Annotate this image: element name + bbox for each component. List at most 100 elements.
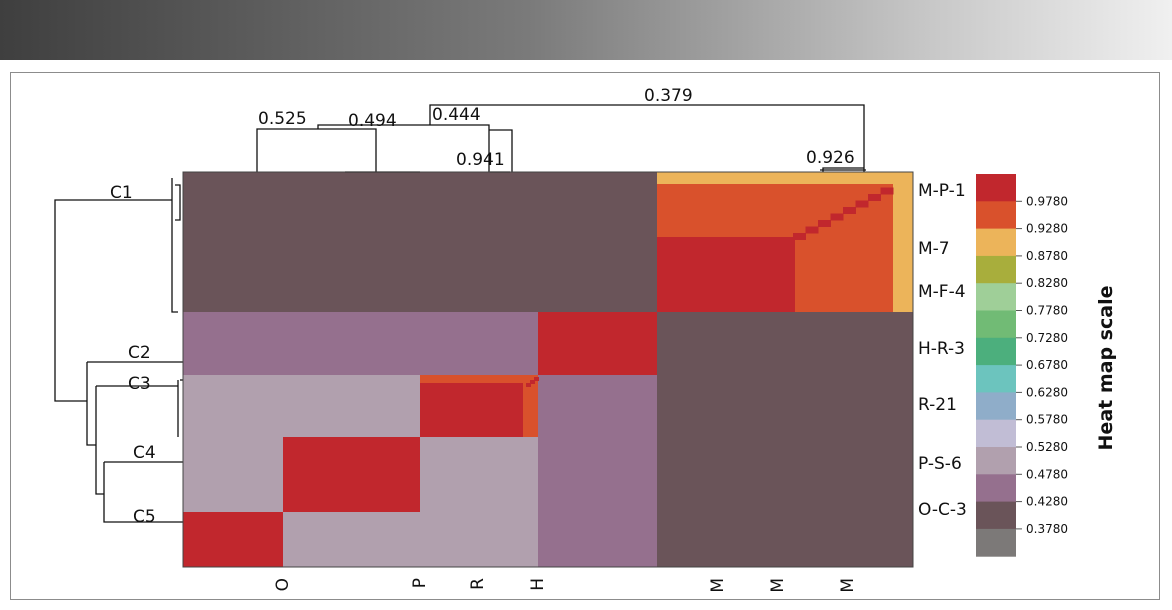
colorbar-tick-label: 0.8280 (1026, 276, 1068, 290)
heatmap-diagonal-cell (530, 380, 535, 384)
colorbar-tick-label: 0.9280 (1026, 222, 1068, 236)
column-label: O (273, 578, 293, 591)
colorbar-swatch (976, 228, 1016, 257)
colorbar-tick-label: 0.9780 (1026, 194, 1068, 208)
cluster-label: C4 (133, 443, 156, 463)
row-dendrogram (54, 178, 183, 523)
cluster-label: C3 (128, 374, 151, 394)
heatmap-cell (538, 512, 657, 567)
cluster-label: C5 (133, 507, 156, 527)
heatmap-diagonal-cell (793, 233, 806, 240)
row-label: M-7 (918, 239, 950, 259)
column-label: P (410, 578, 430, 588)
heatmap-cell (183, 375, 283, 437)
heatmap-cell (420, 172, 538, 312)
colorbar-tick-label: 0.7780 (1026, 304, 1068, 318)
dendrogram-branch (86, 362, 96, 446)
heatmap-cell (420, 383, 523, 437)
heatmap-cell (420, 512, 538, 567)
row-label: M-P-1 (918, 181, 966, 201)
dendrogram-branch (171, 178, 178, 313)
heatmap-cell (420, 375, 538, 383)
heatmap-diagonal-cell (818, 220, 831, 227)
dendrogram-height-label: 0.379 (644, 86, 693, 106)
heatmap-cell (538, 172, 657, 312)
header-banner (0, 0, 1172, 60)
heatmap-cell (657, 237, 795, 312)
heatmap-cell (538, 375, 657, 437)
heatmap-diagonal-cell (868, 194, 881, 201)
colorbar-swatch (976, 337, 1016, 366)
heatmap-cell (183, 172, 283, 312)
colorbar: 0.9780 0.9280 0.8780 0.8280 0.7780 0.7280 0.67… (976, 174, 1117, 557)
colorbar-title: Heat map scale (1095, 286, 1117, 451)
heatmap-diagonal (420, 172, 913, 437)
colorbar-tick-label: 0.5780 (1026, 413, 1068, 427)
heatmap-cell (183, 512, 283, 567)
heatmap-cell (657, 512, 913, 567)
heatmap-axes: M-P-1 M-7 M-F-4 H-R-3 R-21 P-S-6 O-C-3 O P R H M M M (182, 171, 967, 593)
dendrogram-height-label: 0.494 (348, 111, 397, 131)
cluster-label: C1 (110, 183, 133, 203)
colorbar-swatch (976, 201, 1016, 230)
heatmap-cell (538, 437, 657, 512)
heatmap-cell (893, 172, 913, 312)
heatmap-diagonal-cell (805, 226, 819, 234)
heatmap-cell (283, 375, 420, 437)
heatmap-cell (538, 312, 657, 375)
dendrogram-branch (95, 386, 104, 495)
dendrogram-branch (489, 129, 513, 172)
row-label: R-21 (918, 395, 957, 415)
dendrogram-branch (429, 104, 865, 172)
dendrogram-height-label: 0.525 (258, 109, 307, 129)
heatmap-diagonal-cell (880, 187, 894, 195)
heatmap-diagonal-cell (855, 200, 869, 208)
heatmap-cell (283, 512, 420, 567)
dendrogram-height-label: 0.444 (432, 105, 481, 125)
heatmap-cell (283, 172, 420, 312)
colorbar-swatch (976, 255, 1016, 284)
dendrogram-height-label: 0.941 (456, 150, 505, 170)
heatmap-cell (523, 383, 538, 437)
colorbar-tick-label: 0.4780 (1026, 467, 1068, 481)
colorbar-swatch (976, 392, 1016, 421)
colorbar-tick-label: 0.7280 (1026, 331, 1068, 345)
heatmap-border (182, 171, 914, 568)
heatmap-cell (657, 172, 913, 184)
row-label: M-F-4 (918, 282, 966, 302)
dendrogram-branch (54, 199, 172, 402)
dendrogram-branch (175, 184, 181, 221)
heatmap-cell (420, 312, 538, 375)
heatmap-cell (283, 437, 420, 512)
colorbar-swatch (976, 310, 1016, 339)
colorbar-tick-label: 0.3780 (1026, 522, 1068, 536)
column-label: R (468, 578, 488, 590)
colorbar-swatch (976, 283, 1016, 311)
colorbar-swatch (976, 474, 1016, 503)
heatmap-cell (183, 312, 283, 375)
heatmap-cell (657, 312, 913, 375)
row-label: H-R-3 (918, 339, 965, 359)
column-label: M (768, 578, 788, 593)
colorbar-tick-label: 0.6280 (1026, 385, 1068, 399)
heatmap-diagonal-cell (526, 383, 531, 387)
dendrogram-branch (317, 124, 490, 172)
row-label: O-C-3 (918, 500, 967, 520)
colorbar-tick-label: 0.6780 (1026, 358, 1068, 372)
dendrogram-height-label: 0.926 (806, 148, 855, 168)
column-label: H (528, 578, 548, 591)
dendrogram-branch (103, 462, 183, 523)
dendrogram-branch (256, 128, 377, 172)
heatmap-cell (420, 437, 538, 512)
figure-frame (10, 72, 1160, 600)
heatmap-cell (283, 312, 420, 375)
column-label: M (708, 578, 728, 593)
dendrogram-branch (822, 167, 864, 172)
heatmap-cell (657, 437, 913, 512)
colorbar-swatch (976, 365, 1016, 393)
chart-labels: 0.525 0.494 0.444 0.941 0.379 0.926 C1 C2 C3 C4 C5 (110, 86, 855, 527)
heatmap-cell (183, 437, 283, 512)
column-label: M (838, 578, 858, 593)
colorbar-tick-label: 0.4280 (1026, 495, 1068, 509)
